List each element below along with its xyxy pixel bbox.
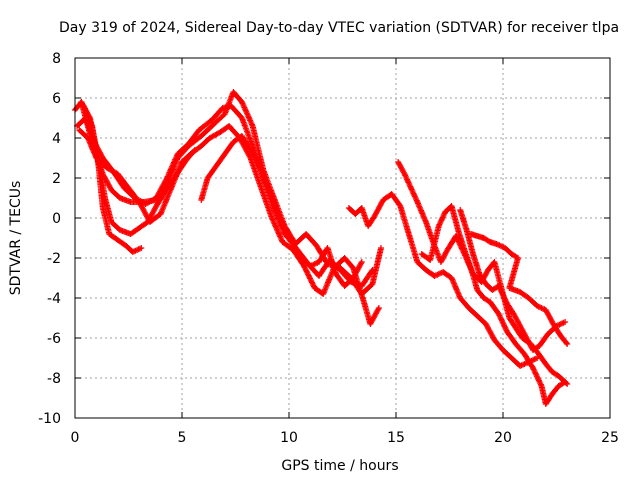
y-tick-label: 4 xyxy=(52,131,61,147)
series-trace-10 xyxy=(457,207,569,353)
x-tick-label: 15 xyxy=(387,430,405,446)
y-tick-label: -10 xyxy=(38,411,61,427)
series-trace-9 xyxy=(418,203,569,407)
series-trace-11 xyxy=(467,231,571,347)
y-tick-label: 2 xyxy=(52,171,61,187)
y-axis-ticks: -10 -8 -6 -4 -2 0 2 4 6 8 xyxy=(38,51,610,427)
x-tick-label: 10 xyxy=(280,430,298,446)
series-trace-5 xyxy=(80,103,145,255)
x-tick-label: 0 xyxy=(71,430,80,446)
x-tick-label: 20 xyxy=(494,430,512,446)
point-markers xyxy=(395,159,571,387)
series-trace-8 xyxy=(395,159,571,387)
point-markers xyxy=(457,207,569,353)
point-markers xyxy=(467,231,571,347)
x-axis-label: GPS time / hours xyxy=(281,458,398,474)
y-tick-label: -4 xyxy=(47,291,61,307)
y-tick-label: 0 xyxy=(52,211,61,227)
data-points xyxy=(72,89,571,407)
x-axis-ticks: 0 5 10 15 20 25 xyxy=(71,58,619,446)
plot-frame xyxy=(74,57,611,419)
y-tick-label: 8 xyxy=(52,51,61,67)
series-trace-6 xyxy=(198,133,365,289)
y-tick-label: -8 xyxy=(47,371,61,387)
y-tick-label: -2 xyxy=(47,251,61,267)
y-tick-label: 6 xyxy=(52,91,61,107)
series-trace-3 xyxy=(76,123,382,327)
series-trace-7 xyxy=(345,191,541,369)
y-tick-label: -6 xyxy=(47,331,61,347)
point-markers xyxy=(76,123,382,327)
point-markers xyxy=(80,103,145,255)
chart-title: Day 319 of 2024, Sidereal Day-to-day VTE… xyxy=(59,20,619,36)
point-markers xyxy=(345,191,541,369)
point-markers xyxy=(418,203,569,407)
x-tick-label: 5 xyxy=(178,430,187,446)
y-axis-label: SDTVAR / TECUs xyxy=(8,181,24,296)
x-tick-label: 25 xyxy=(601,430,619,446)
point-markers xyxy=(198,133,365,289)
